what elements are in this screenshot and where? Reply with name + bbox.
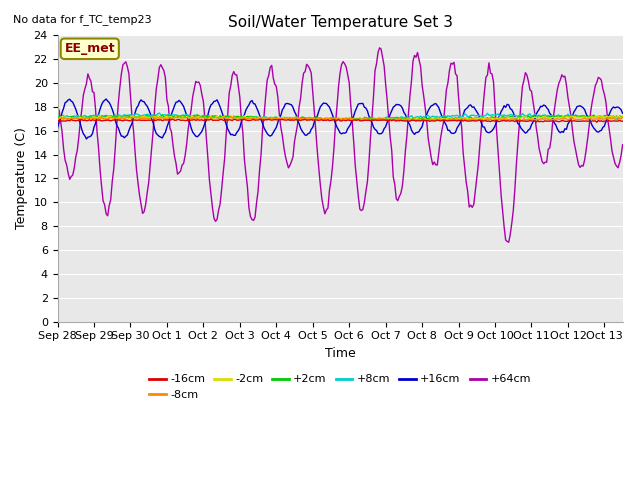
Title: Soil/Water Temperature Set 3: Soil/Water Temperature Set 3 [228, 15, 452, 30]
Y-axis label: Temperature (C): Temperature (C) [15, 128, 28, 229]
Text: EE_met: EE_met [65, 42, 115, 55]
Text: No data for f_TC_temp23: No data for f_TC_temp23 [13, 14, 152, 25]
Legend: -16cm, -8cm, -2cm, +2cm, +8cm, +16cm, +64cm: -16cm, -8cm, -2cm, +2cm, +8cm, +16cm, +6… [145, 370, 536, 405]
X-axis label: Time: Time [324, 347, 355, 360]
